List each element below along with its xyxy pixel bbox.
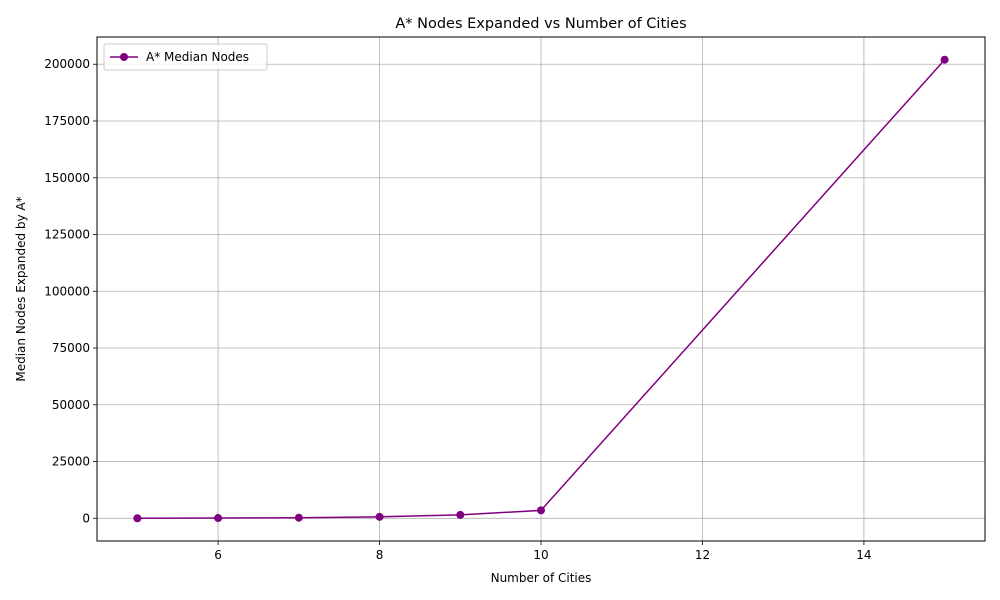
x-axis-label: Number of Cities bbox=[491, 571, 592, 585]
data-point bbox=[940, 55, 949, 64]
y-tick-label: 75000 bbox=[52, 341, 90, 355]
data-point bbox=[375, 512, 384, 521]
legend-entry-label: A* Median Nodes bbox=[146, 50, 249, 64]
data-point bbox=[133, 514, 142, 523]
y-tick-label: 175000 bbox=[44, 114, 90, 128]
y-tick-label: 0 bbox=[82, 511, 90, 525]
x-tick-label: 8 bbox=[376, 548, 384, 562]
y-tick-label: 50000 bbox=[52, 398, 90, 412]
data-point bbox=[214, 514, 223, 523]
legend: A* Median Nodes bbox=[103, 43, 268, 71]
x-tick-label: 12 bbox=[695, 548, 710, 562]
x-tick-label: 10 bbox=[533, 548, 548, 562]
y-tick-label: 125000 bbox=[44, 228, 90, 242]
legend-box bbox=[103, 43, 268, 71]
data-point bbox=[294, 513, 303, 522]
chart-title: A* Nodes Expanded vs Number of Cities bbox=[395, 16, 686, 32]
y-tick-label: 100000 bbox=[44, 284, 90, 298]
data-point bbox=[537, 506, 545, 515]
data-point bbox=[456, 510, 465, 519]
x-tick-label: 14 bbox=[856, 548, 871, 562]
y-tick-label: 150000 bbox=[44, 171, 90, 185]
y-axis-ticks: 0 25000 50000 75000 100000 125000 150000 175000… bbox=[44, 57, 97, 525]
y-tick-label: 200000 bbox=[44, 57, 90, 71]
series-layer bbox=[133, 55, 949, 523]
legend-marker-sample bbox=[120, 53, 128, 61]
x-tick-label: 6 bbox=[214, 548, 222, 562]
y-tick-label: 25000 bbox=[52, 455, 90, 469]
x-axis-ticks: 6 8 10 12 14 bbox=[214, 541, 872, 562]
y-axis-label: Median Nodes Expanded by A* bbox=[14, 196, 28, 381]
